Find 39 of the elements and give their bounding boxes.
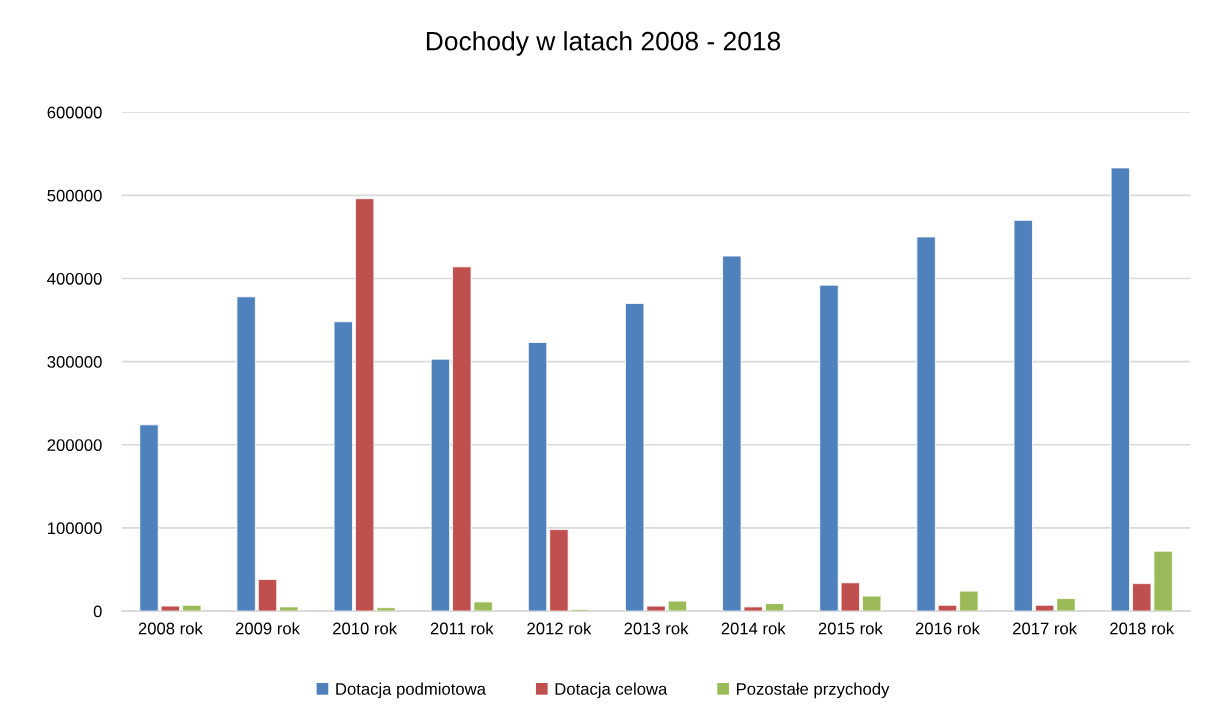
legend-label: Dotacja celowa xyxy=(555,682,668,699)
bar xyxy=(236,296,256,612)
y-tick-label: 300000 xyxy=(47,356,102,368)
bar xyxy=(862,595,882,612)
bar xyxy=(916,236,936,612)
bar xyxy=(959,590,979,612)
y-tick-label: 400000 xyxy=(47,272,102,285)
x-tick-label: 2009 rok xyxy=(235,622,300,635)
x-tick-label: 2014 rok xyxy=(721,622,786,635)
x-tick-label: 2008 rok xyxy=(138,622,203,635)
legend-label: Pozostałe przychody xyxy=(736,682,890,699)
x-tick-label: 2013 rok xyxy=(624,622,689,635)
y-tick-label: 100000 xyxy=(48,522,102,535)
x-tick-label: 2011 rok xyxy=(430,622,494,635)
bar xyxy=(1110,167,1131,612)
y-tick-label: 200000 xyxy=(47,439,102,451)
x-tick-label: 2016 rok xyxy=(915,622,980,635)
x-tick-label: 2015 rok xyxy=(818,622,883,635)
bar xyxy=(279,606,299,612)
y-tick-label: 500000 xyxy=(47,189,102,202)
bar xyxy=(937,604,958,612)
bar xyxy=(1013,219,1033,612)
bar xyxy=(1034,604,1055,612)
bar xyxy=(430,358,451,612)
y-tick-label: 600000 xyxy=(47,106,102,119)
chart-title: Dochody w latach 2008 - 2018 xyxy=(426,31,781,56)
x-tick-label: 2012 rok xyxy=(527,622,592,635)
bar xyxy=(333,321,353,612)
x-tick-label: 2017 rok xyxy=(1013,622,1078,635)
bar xyxy=(1056,598,1076,612)
x-tick-label: 2018 rok xyxy=(1110,622,1175,635)
y-tick-label: 0 xyxy=(93,605,102,618)
bar xyxy=(667,600,688,612)
bar xyxy=(764,603,785,612)
bar xyxy=(257,579,278,612)
bar xyxy=(182,604,202,612)
legend-label: Dotacja podmiotowa xyxy=(336,682,486,699)
x-tick-label: 2010 rok xyxy=(333,622,398,635)
bar xyxy=(527,342,548,612)
